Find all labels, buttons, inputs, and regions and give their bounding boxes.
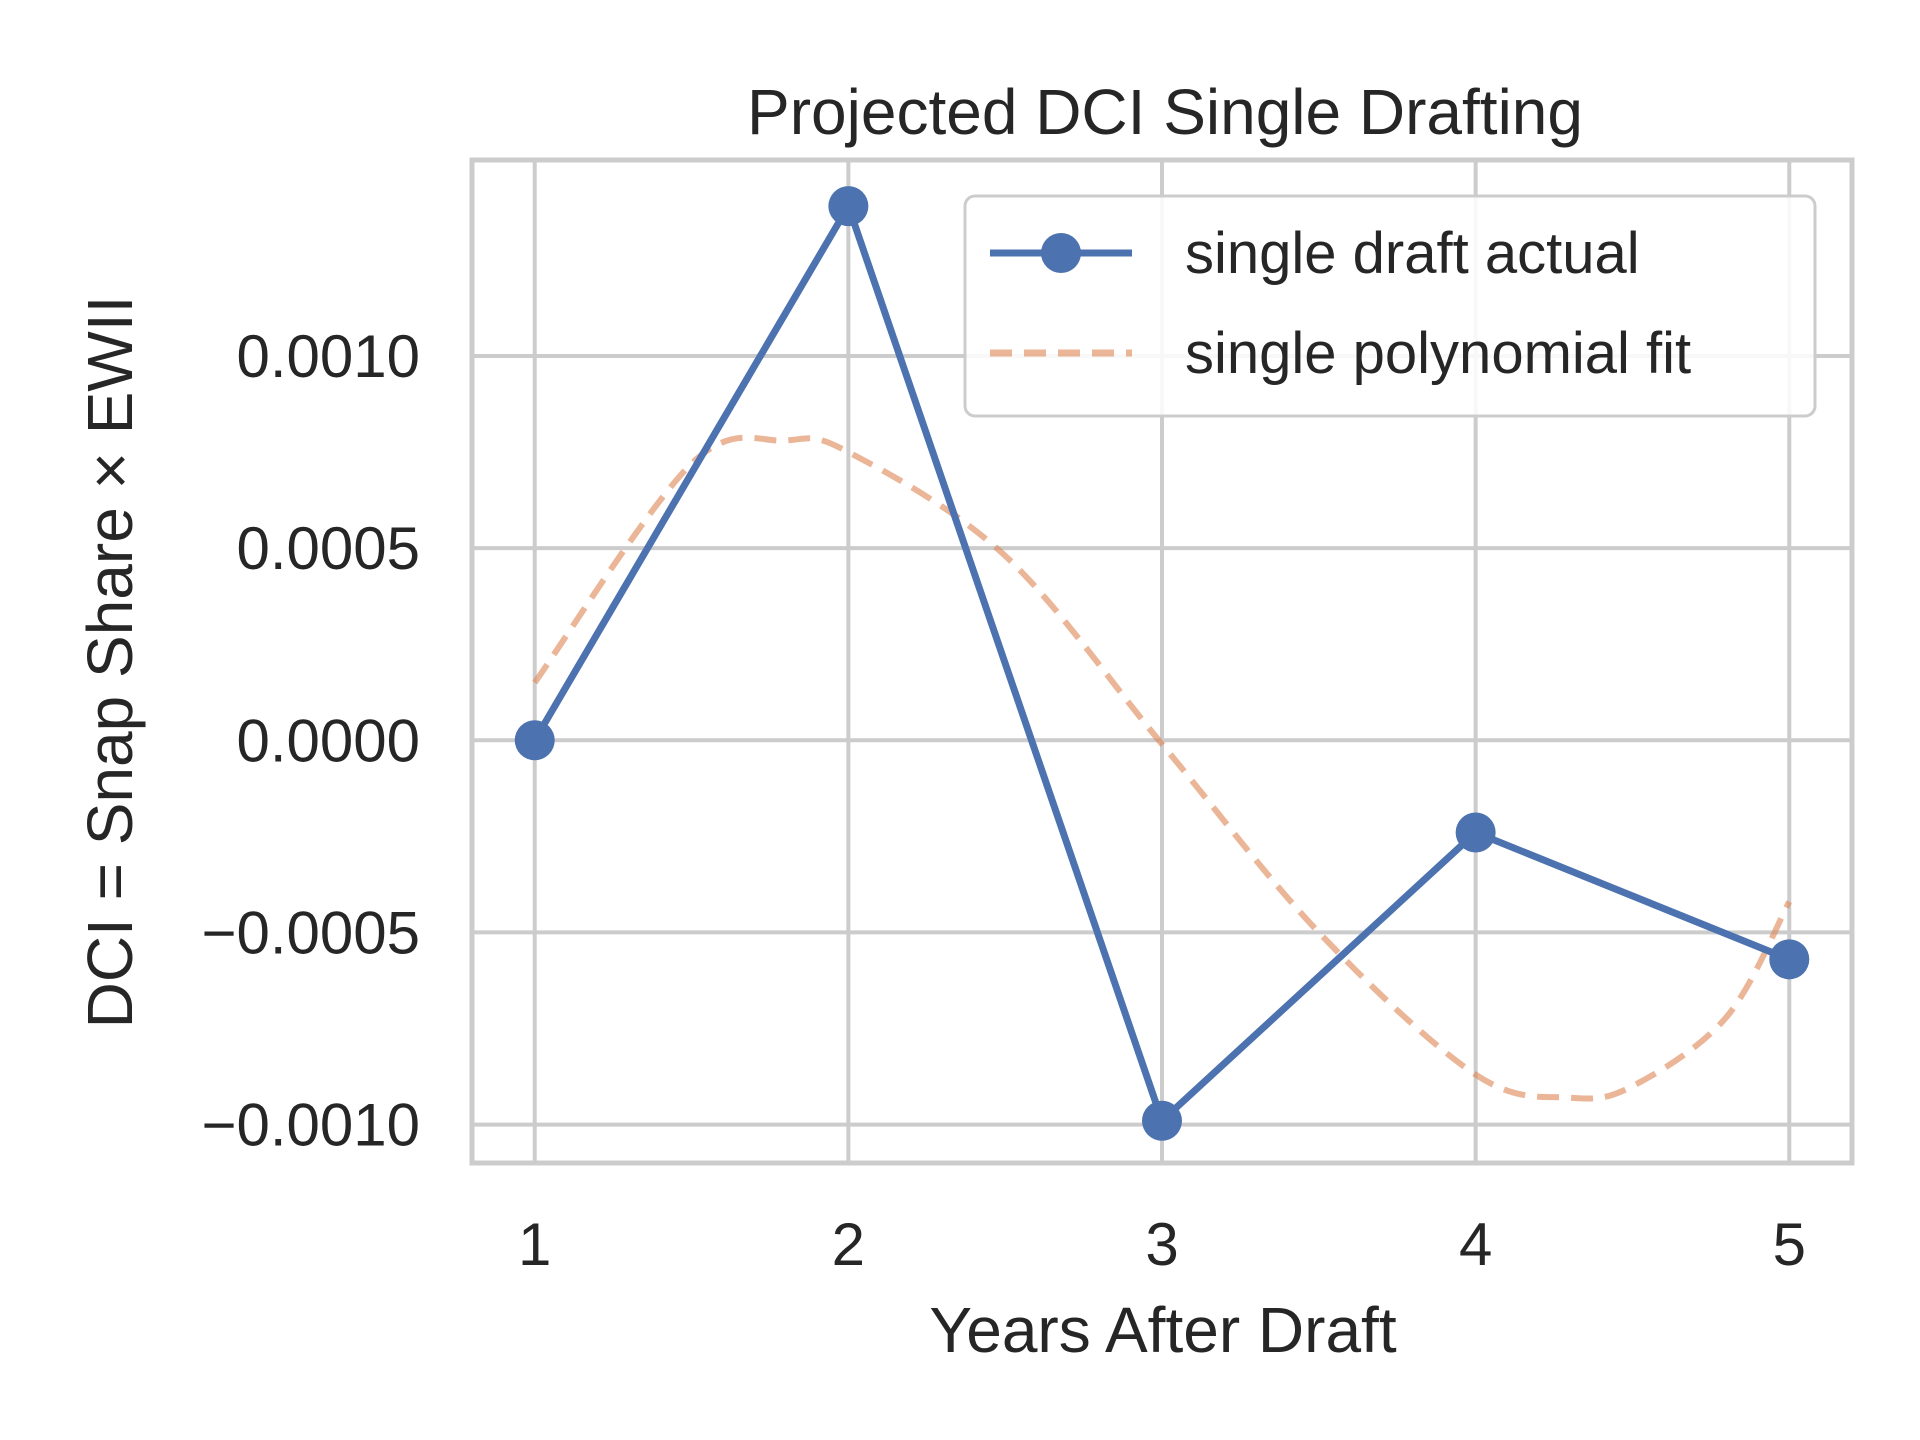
x-tick-label: 3 — [1145, 1211, 1178, 1278]
actual-point — [1142, 1100, 1182, 1141]
actual-point — [828, 186, 869, 227]
y-tick-label: 0.0010 — [236, 323, 420, 390]
x-tick-label: 5 — [1773, 1211, 1806, 1278]
legend-actual-label: single draft actual — [1185, 221, 1640, 286]
series-layer — [514, 186, 1810, 1141]
x-tick-label: 1 — [518, 1211, 551, 1278]
x-tick-labels: 1 2 3 4 5 — [518, 1211, 1806, 1278]
y-tick-labels: −0.0010 −0.0005 0.0000 0.0005 0.0010 — [201, 323, 420, 1159]
x-axis-label: Years After Draft — [929, 1294, 1396, 1366]
y-tick-label: −0.0010 — [201, 1092, 420, 1159]
x-tick-label: 4 — [1459, 1211, 1492, 1278]
actual-point — [1455, 812, 1496, 853]
x-tick-label: 2 — [832, 1211, 865, 1278]
y-axis-label: DCI = Snap Share × EWII — [74, 296, 146, 1029]
plot-frame — [469, 157, 1855, 1166]
fit-curve — [532, 434, 1792, 1102]
legend: single draft actual single polynomial fi… — [963, 194, 1817, 418]
actual-point — [514, 720, 555, 761]
actual-point — [1769, 939, 1810, 980]
legend-actual-marker — [1041, 233, 1081, 273]
chart-title: Projected DCI Single Drafting — [747, 76, 1583, 148]
y-tick-label: 0.0000 — [236, 707, 420, 774]
y-tick-label: 0.0005 — [236, 515, 420, 582]
y-tick-label: −0.0005 — [201, 899, 420, 966]
legend-box — [963, 194, 1817, 418]
legend-fit-label: single polynomial fit — [1185, 321, 1691, 386]
